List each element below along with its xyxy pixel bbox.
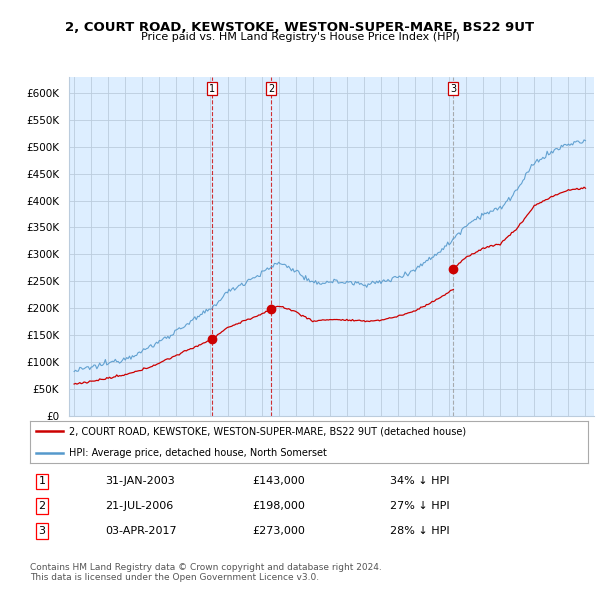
Text: 21-JUL-2006: 21-JUL-2006 (105, 502, 173, 511)
Text: £143,000: £143,000 (252, 477, 305, 486)
Text: 2, COURT ROAD, KEWSTOKE, WESTON-SUPER-MARE, BS22 9UT (detached house): 2, COURT ROAD, KEWSTOKE, WESTON-SUPER-MA… (69, 427, 466, 436)
Text: £198,000: £198,000 (252, 502, 305, 511)
Text: 28% ↓ HPI: 28% ↓ HPI (390, 526, 449, 536)
Text: 31-JAN-2003: 31-JAN-2003 (105, 477, 175, 486)
Text: 1: 1 (209, 84, 215, 94)
Text: 3: 3 (451, 84, 457, 94)
Text: 34% ↓ HPI: 34% ↓ HPI (390, 477, 449, 486)
Text: £273,000: £273,000 (252, 526, 305, 536)
Text: 2, COURT ROAD, KEWSTOKE, WESTON-SUPER-MARE, BS22 9UT: 2, COURT ROAD, KEWSTOKE, WESTON-SUPER-MA… (65, 21, 535, 34)
Text: 1: 1 (38, 477, 46, 486)
Text: Contains HM Land Registry data © Crown copyright and database right 2024.
This d: Contains HM Land Registry data © Crown c… (30, 563, 382, 582)
Text: HPI: Average price, detached house, North Somerset: HPI: Average price, detached house, Nort… (69, 448, 327, 457)
Text: 2: 2 (38, 502, 46, 511)
Text: 2: 2 (268, 84, 274, 94)
Text: Price paid vs. HM Land Registry's House Price Index (HPI): Price paid vs. HM Land Registry's House … (140, 32, 460, 42)
Text: 3: 3 (38, 526, 46, 536)
Text: 03-APR-2017: 03-APR-2017 (105, 526, 176, 536)
Text: 27% ↓ HPI: 27% ↓ HPI (390, 502, 449, 511)
